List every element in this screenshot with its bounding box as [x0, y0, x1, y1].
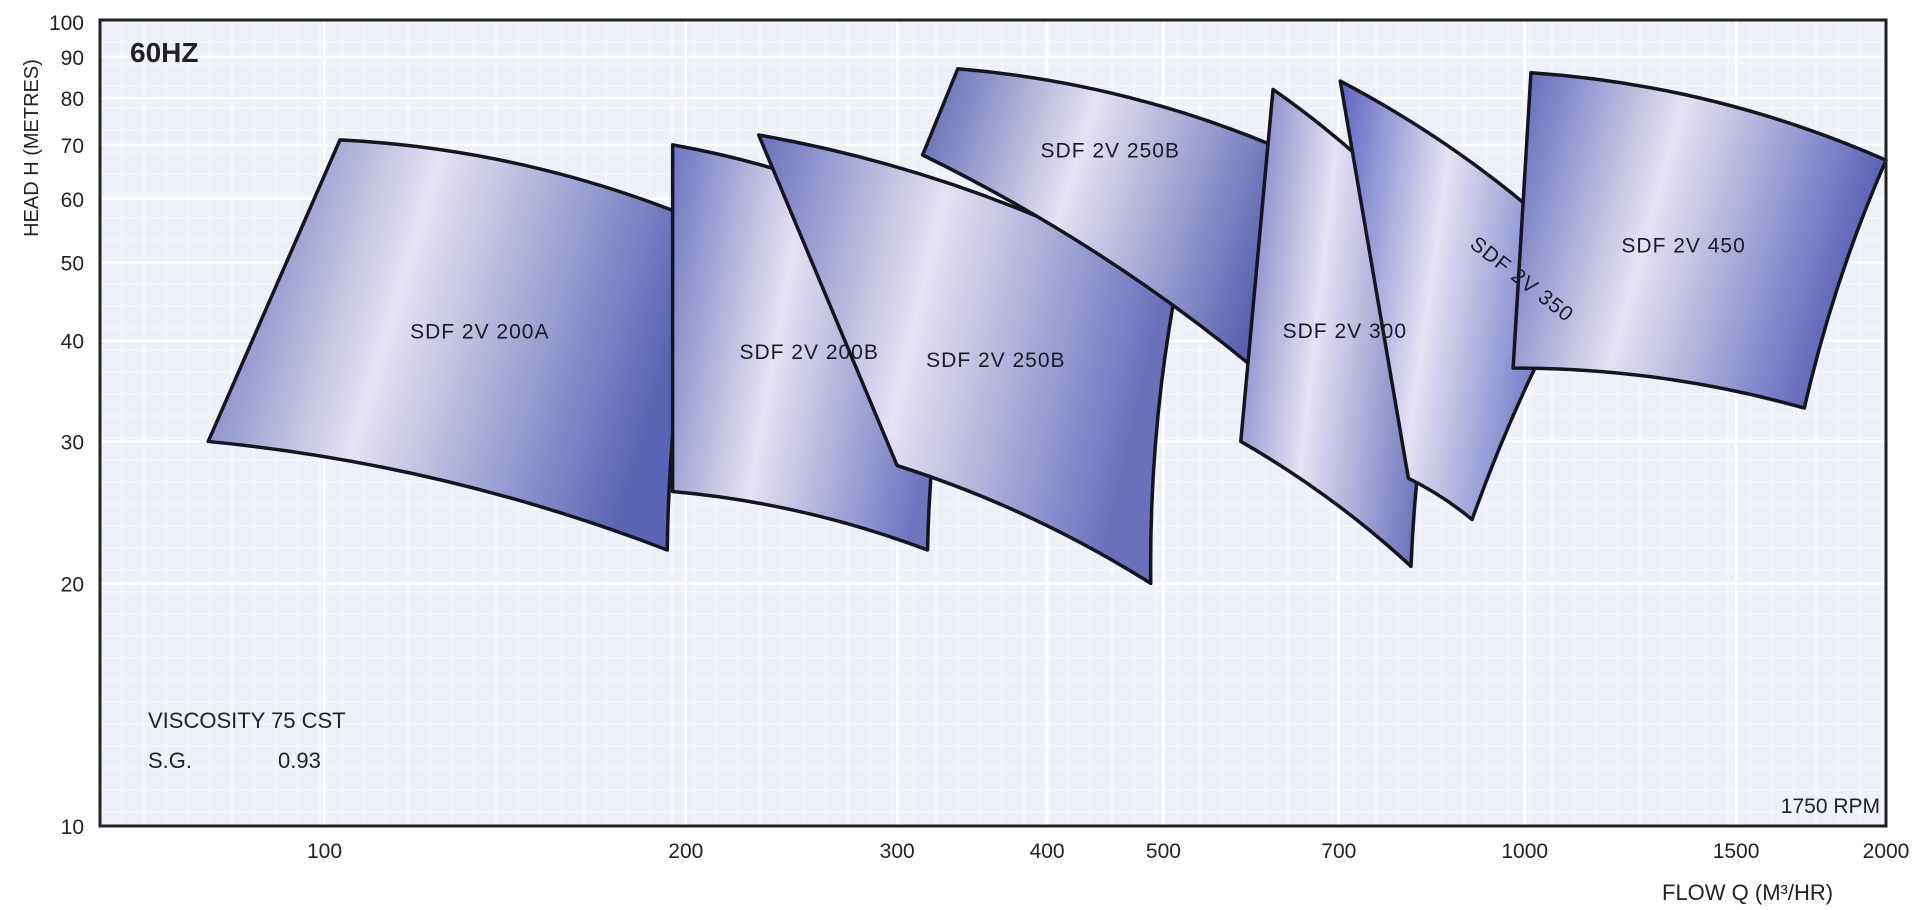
speed-label: 1750 RPM	[1781, 795, 1880, 818]
pump-region-label: SDF 2V 450	[1621, 234, 1745, 257]
y-tick-label: 90	[61, 47, 84, 70]
viscosity-label: VISCOSITY 75 CST	[148, 708, 346, 733]
plot-frame	[98, 18, 1888, 828]
region-layer	[206, 66, 1888, 586]
pump-region	[1511, 71, 1888, 410]
chart-title: 60HZ	[130, 37, 198, 68]
sg-label: S.G.	[148, 748, 192, 773]
x-tick-label: 300	[880, 840, 915, 863]
x-tick-label: 100	[307, 840, 342, 863]
y-tick-label: 60	[61, 189, 84, 212]
x-axis-label: FLOW Q (M³/HR)	[1662, 880, 1833, 905]
x-tick-label: 400	[1030, 840, 1065, 863]
y-tick-label: 10	[61, 816, 84, 839]
y-tick-label: 50	[61, 253, 84, 276]
pump-region-label: SDF 2V 200A	[410, 321, 549, 344]
y-tick-label: 20	[61, 573, 84, 596]
sg-value: 0.93	[278, 748, 321, 773]
x-tick-label: 1000	[1501, 840, 1548, 863]
axis-layer: 100 200 300 400 500 700 1000 1500 2000 10 20 30 40 50…	[49, 12, 1909, 863]
pump-region-label: SDF 2V 250B	[926, 349, 1065, 372]
pump-region-label: SDF 2V 300	[1283, 320, 1407, 343]
y-tick-label: 30	[61, 431, 84, 454]
x-tick-label: 2000	[1863, 840, 1910, 863]
y-tick-label: 70	[61, 135, 84, 158]
pump-region	[756, 133, 1179, 586]
x-tick-label: 200	[668, 840, 703, 863]
y-tick-label: 80	[61, 88, 84, 111]
y-axis-label: HEAD H (METRES)	[21, 59, 43, 237]
x-tick-label: 1500	[1713, 840, 1760, 863]
x-tick-label: 700	[1321, 840, 1356, 863]
y-tick-label: 40	[61, 331, 84, 354]
pump-region-label: SDF 2V 250B	[1041, 140, 1180, 163]
y-tick-label: 100	[49, 12, 84, 35]
pump-region-label: SDF 2V 200B	[739, 341, 878, 364]
x-tick-label: 500	[1146, 840, 1181, 863]
